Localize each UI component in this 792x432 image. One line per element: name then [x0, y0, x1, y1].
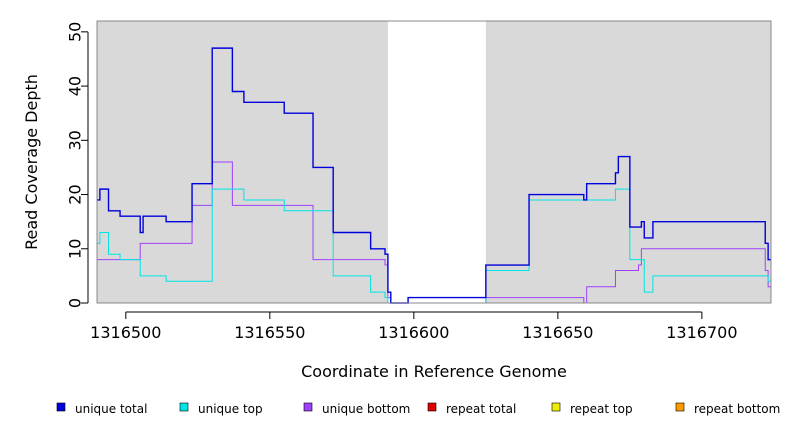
- legend-item-repeat-total: repeat total: [427, 402, 516, 416]
- y-axis-label: Read Coverage Depth: [22, 74, 41, 250]
- shaded-regions: [97, 21, 771, 303]
- legend-item-repeat-bottom: repeat bottom: [675, 402, 780, 416]
- legend-label: repeat total: [446, 402, 516, 416]
- legend: unique total unique top unique bottom repea…: [56, 402, 780, 416]
- shaded-region-1: [97, 21, 388, 303]
- legend-swatch: [427, 402, 437, 412]
- legend-label: unique top: [198, 402, 263, 416]
- series-line-unique-top: [97, 188, 771, 304]
- plot-frame: [96, 20, 772, 304]
- legend-swatch: [303, 402, 313, 412]
- legend-label: unique total: [75, 402, 147, 416]
- series-line-unique-total: [97, 47, 771, 304]
- legend-label: repeat bottom: [694, 402, 780, 416]
- x-tick-label: 1316550: [234, 323, 305, 342]
- legend-item-repeat-top: repeat top: [551, 402, 633, 416]
- x-tick-label: 1316500: [90, 323, 161, 342]
- legend-swatch: [675, 402, 685, 412]
- x-axis: 1316500 1316550 1316600 1316650 1316700: [90, 311, 738, 342]
- legend-label: unique bottom: [322, 402, 410, 416]
- y-tick-label: 20: [66, 184, 85, 204]
- y-tick-label: 40: [66, 76, 85, 96]
- legend-item-unique-total: unique total: [56, 402, 147, 416]
- legend-swatch: [179, 402, 189, 412]
- y-tick-label: 30: [66, 130, 85, 150]
- x-tick-label: 1316700: [666, 323, 737, 342]
- x-tick-label: 1316650: [522, 323, 593, 342]
- legend-item-unique-top: unique top: [179, 402, 263, 416]
- x-tick-label: 1316600: [378, 323, 449, 342]
- plot-border: [96, 20, 772, 304]
- y-axis: 0 10 20 30 40 50: [66, 22, 89, 308]
- y-tick-label: 10: [66, 239, 85, 259]
- x-axis-label: Coordinate in Reference Genome: [301, 362, 567, 381]
- y-tick-label: 0: [66, 298, 85, 308]
- legend-swatch: [56, 402, 66, 412]
- legend-swatch: [551, 402, 561, 412]
- legend-item-unique-bottom: unique bottom: [303, 402, 410, 416]
- legend-label: repeat top: [570, 402, 633, 416]
- y-tick-label: 50: [66, 22, 85, 42]
- shaded-region-2: [485, 21, 771, 303]
